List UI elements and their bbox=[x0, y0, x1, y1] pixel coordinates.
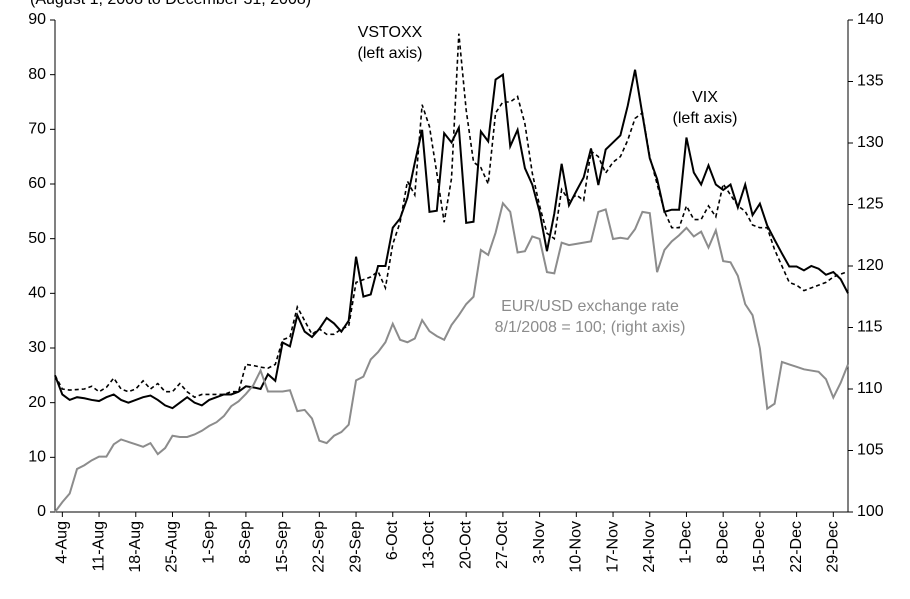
x-tick-label: 8-Sep bbox=[237, 521, 254, 564]
y-tick-label: 0 bbox=[37, 503, 46, 520]
x-tick-label: 6-Oct bbox=[384, 520, 401, 560]
series-label: VSTOXX bbox=[358, 24, 423, 41]
x-tick-label: 4-Aug bbox=[54, 521, 71, 564]
y2-tick-label: 125 bbox=[857, 196, 884, 213]
series-label: VIX bbox=[692, 89, 718, 106]
y2-tick-label: 130 bbox=[857, 134, 884, 151]
x-tick-label: 18-Aug bbox=[127, 521, 144, 573]
x-tick-label: 15-Sep bbox=[274, 521, 291, 573]
y2-tick-label: 105 bbox=[857, 442, 884, 459]
x-tick-label: 10-Nov bbox=[568, 521, 585, 573]
y2-tick-label: 100 bbox=[857, 503, 884, 520]
series-label: EUR/USD exchange rate bbox=[501, 298, 679, 315]
x-tick-label: 22-Sep bbox=[311, 521, 328, 573]
series-note: (left axis) bbox=[358, 45, 423, 62]
series-line bbox=[54, 33, 849, 399]
y-tick-label: 70 bbox=[28, 121, 46, 138]
x-tick-label: 13-Oct bbox=[421, 520, 438, 569]
y2-tick-label: 135 bbox=[857, 73, 884, 90]
y-tick-label: 30 bbox=[28, 339, 46, 356]
x-tick-label: 20-Oct bbox=[457, 520, 474, 569]
x-tick-label: 25-Aug bbox=[164, 521, 181, 573]
series-note: (left axis) bbox=[673, 110, 738, 127]
x-tick-label: 15-Dec bbox=[751, 521, 768, 573]
x-tick-label: 27-Oct bbox=[494, 520, 511, 569]
series-note: 8/1/2008 = 100; (right axis) bbox=[495, 319, 686, 336]
y2-tick-label: 110 bbox=[857, 380, 883, 397]
x-tick-label: 17-Nov bbox=[604, 521, 621, 573]
y2-tick-label: 115 bbox=[857, 319, 883, 336]
x-tick-label: 8-Dec bbox=[714, 521, 731, 564]
x-tick-label: 22-Dec bbox=[788, 521, 805, 573]
y-tick-label: 50 bbox=[28, 230, 46, 247]
y2-tick-label: 140 bbox=[857, 11, 884, 28]
y-tick-label: 90 bbox=[28, 11, 46, 28]
x-tick-label: 29-Sep bbox=[347, 521, 364, 573]
x-tick-label: 11-Aug bbox=[90, 521, 107, 571]
x-tick-label: 24-Nov bbox=[641, 521, 658, 573]
x-tick-label: 1-Dec bbox=[678, 521, 695, 564]
x-tick-label: 29-Dec bbox=[825, 521, 842, 573]
y-tick-label: 80 bbox=[28, 66, 46, 83]
y-tick-label: 10 bbox=[28, 449, 46, 466]
y2-tick-label: 120 bbox=[857, 257, 884, 274]
y-tick-label: 40 bbox=[28, 285, 46, 302]
y-tick-label: 60 bbox=[28, 175, 46, 192]
chart-subtitle: (August 1, 2008 to December 31, 2008) bbox=[30, 0, 311, 8]
x-tick-label: 3-Nov bbox=[531, 521, 548, 564]
y-tick-label: 20 bbox=[28, 394, 46, 411]
x-tick-label: 1-Sep bbox=[200, 521, 217, 564]
series-line bbox=[54, 201, 849, 513]
series-line bbox=[54, 69, 849, 410]
